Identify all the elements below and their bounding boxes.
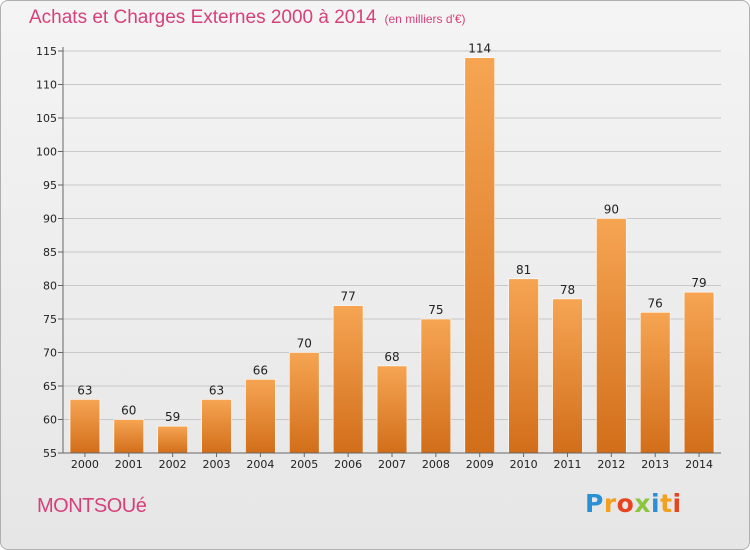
logo-letter: i bbox=[672, 489, 682, 518]
x-tick-label: 2008 bbox=[422, 458, 450, 471]
bar bbox=[245, 378, 276, 454]
y-tick-label: 105 bbox=[36, 112, 57, 125]
logo-letter: o bbox=[616, 489, 635, 518]
bar-value-label: 66 bbox=[253, 363, 268, 377]
bar bbox=[201, 399, 232, 454]
y-tick-label: 85 bbox=[43, 246, 57, 259]
bar-value-label: 114 bbox=[468, 42, 491, 56]
chart-title: Achats et Charges Externes 2000 à 2014 (e… bbox=[29, 7, 466, 29]
bar bbox=[376, 365, 408, 454]
x-tick-label: 2013 bbox=[641, 458, 669, 471]
x-tick-label: 2006 bbox=[334, 458, 362, 471]
logo-letter: i bbox=[651, 489, 661, 518]
y-tick-label: 95 bbox=[43, 179, 57, 192]
x-tick-label: 2005 bbox=[290, 458, 318, 471]
x-tick-label: 2002 bbox=[159, 458, 187, 471]
y-tick-label: 60 bbox=[43, 414, 57, 427]
proxiti-logo: Proxiti bbox=[585, 489, 682, 518]
bar-value-label: 76 bbox=[648, 296, 663, 310]
chart-subtitle: (en milliers d'€) bbox=[384, 12, 466, 26]
bar-value-label: 75 bbox=[428, 303, 443, 317]
bar bbox=[596, 218, 627, 454]
x-tick-label: 2012 bbox=[597, 458, 625, 471]
bar-value-label: 59 bbox=[165, 410, 180, 424]
y-tick-label: 55 bbox=[43, 447, 57, 460]
y-axis-ticks: 55 60 65 70 75 80 85 90 95 100 105 110 115 bbox=[36, 45, 63, 460]
y-tick-label: 80 bbox=[43, 280, 57, 293]
chart-title-text: Achats et Charges Externes 2000 à 2014 bbox=[29, 7, 377, 28]
logo-letter: t bbox=[660, 489, 673, 518]
bar bbox=[683, 291, 715, 454]
y-tick-label: 90 bbox=[43, 213, 57, 226]
commune-name: MONTSOUé bbox=[37, 495, 147, 517]
bar-value-label: 78 bbox=[560, 283, 575, 297]
x-tick-label: 2003 bbox=[203, 458, 231, 471]
y-tick-label: 70 bbox=[43, 347, 57, 360]
bar-value-label: 70 bbox=[297, 337, 312, 351]
bar bbox=[639, 311, 671, 454]
x-tick-label: 2014 bbox=[685, 458, 713, 471]
y-tick-label: 65 bbox=[43, 380, 57, 393]
bar-value-label: 63 bbox=[77, 383, 92, 397]
bar bbox=[552, 298, 583, 454]
bar bbox=[113, 419, 145, 454]
y-tick-label: 100 bbox=[36, 146, 57, 159]
bar-value-label: 90 bbox=[604, 203, 619, 217]
logo-letter: x bbox=[634, 489, 651, 518]
bar-value-label: 77 bbox=[340, 290, 355, 304]
bar bbox=[508, 278, 539, 454]
x-tick-label: 2007 bbox=[378, 458, 406, 471]
x-tick-label: 2009 bbox=[466, 458, 494, 471]
bar-value-label: 81 bbox=[516, 263, 531, 277]
bar bbox=[420, 318, 452, 454]
bar bbox=[464, 57, 495, 454]
y-tick-label: 110 bbox=[36, 79, 57, 92]
x-tick-label: 2010 bbox=[510, 458, 538, 471]
logo-letter: r bbox=[603, 489, 617, 518]
bars: 63 60 59 63 66 70 77 68 75 114 81 78 90 76 79 bbox=[69, 42, 715, 454]
bar bbox=[69, 399, 101, 454]
bar bbox=[332, 305, 364, 454]
y-tick-label: 75 bbox=[43, 313, 57, 326]
bar-value-label: 63 bbox=[209, 383, 224, 397]
bar-value-label: 79 bbox=[691, 276, 706, 290]
x-tick-label: 2011 bbox=[553, 458, 581, 471]
x-tick-label: 2001 bbox=[115, 458, 143, 471]
x-tick-label: 2000 bbox=[71, 458, 99, 471]
x-tick-label: 2004 bbox=[246, 458, 274, 471]
logo-letter: P bbox=[585, 489, 604, 518]
bar-value-label: 68 bbox=[384, 350, 399, 364]
bar bbox=[289, 352, 320, 454]
bar-value-label: 60 bbox=[121, 404, 136, 418]
x-axis-ticks: 2000 2001 2002 2003 2004 2005 2006 2007 2008 2009… bbox=[71, 453, 713, 471]
bar bbox=[157, 425, 188, 454]
y-tick-label: 115 bbox=[36, 45, 57, 58]
